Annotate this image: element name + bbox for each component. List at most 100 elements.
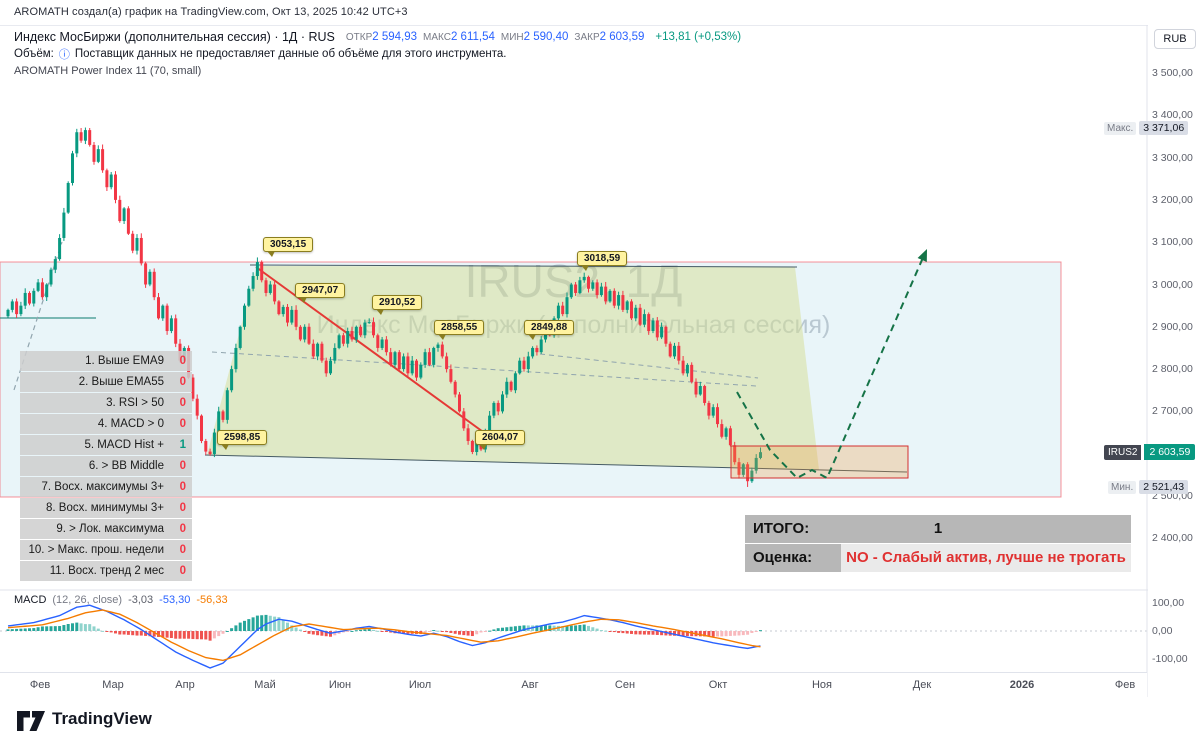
rating-value: NO - Слабый актив, лучше не трогать <box>841 544 1131 572</box>
ohlc-value: 2 594,93 <box>372 31 418 43</box>
checklist-label: 7. Восх. максимумы 3+ <box>41 481 164 493</box>
footer: TradingView <box>0 697 1200 747</box>
price-callout[interactable]: 2849,88 <box>524 320 575 340</box>
ohlc-readout: ОТКР 2 594,93 МАКС 2 611,54 МИН 2 590,40 ЗАКР 2… <box>340 31 645 43</box>
price-callout[interactable]: 3018,59 <box>577 251 628 271</box>
checklist-row: 11. Восх. тренд 2 мес 0 <box>20 561 192 581</box>
symbol-row[interactable]: Индекс МосБиржи (дополнительная сессия) … <box>14 29 741 45</box>
checklist-label: 11. Восх. тренд 2 мес <box>49 565 164 577</box>
price-tick: 3 500,00 <box>1152 67 1193 79</box>
checklist-value: 0 <box>179 565 186 577</box>
total-label: ИТОГО: <box>753 520 810 537</box>
price-callout[interactable]: 2604,07 <box>475 430 526 450</box>
checklist-label: 9. > Лок. максимума <box>56 523 164 535</box>
checklist-row: 3. RSI > 50 0 <box>20 393 192 413</box>
summary-table: ИТОГО: 1 Оценка: NO - Слабый актив, лучш… <box>745 515 1131 572</box>
price-tick: 3 400,00 <box>1152 109 1193 122</box>
symbol-legend: Индекс МосБиржи (дополнительная сессия) … <box>14 29 741 80</box>
month-label: Фев <box>1114 679 1136 691</box>
price-tick: 2 400,00 <box>1152 532 1193 545</box>
price-callout[interactable]: 2947,07 <box>295 283 346 303</box>
ohlc-value: 2 611,54 <box>450 31 495 43</box>
checklist-row: 2. Выше EMA55 0 <box>20 372 192 392</box>
price-callout[interactable]: 2598,85 <box>217 430 268 450</box>
ohlc-label: ЗАКР <box>574 31 600 43</box>
currency-button[interactable]: RUB <box>1154 29 1196 49</box>
macd-params: (12, 26, close) <box>52 594 123 606</box>
macd-legend[interactable]: MACD (12, 26, close) -3,03 -53,30 -56,33 <box>14 594 228 606</box>
month-label: Мар <box>102 679 124 691</box>
macd-line-value: -53,30 <box>159 594 191 606</box>
month-label: Июл <box>408 679 432 691</box>
macd-tick: -100,00 <box>1152 653 1188 665</box>
tradingview-logo-icon[interactable] <box>16 706 46 736</box>
checklist-value: 0 <box>179 397 186 409</box>
checklist-row: 8. Восх. минимумы 3+ 0 <box>20 498 192 518</box>
macd-title: MACD <box>14 594 47 606</box>
checklist-label: 2. Выше EMA55 <box>78 376 164 388</box>
symbol-badge: IRUS2 <box>1104 444 1142 460</box>
month-label: Апр <box>175 679 195 691</box>
indicator-row[interactable]: AROMATH Power Index 11 (70, small) <box>14 63 741 79</box>
volume-note: Поставщик данных не предоставляет данные… <box>74 48 507 60</box>
price-tick: 2 800,00 <box>1152 363 1193 376</box>
checklist-row: 6. > BB Middle 0 <box>20 456 192 476</box>
price-tick: 3 100,00 <box>1152 236 1193 249</box>
checklist-value: 0 <box>179 418 186 430</box>
time-axis[interactable]: Фев Мар Апр Май Июн Июл Авг Сен Окт Ноя Дек 2026 Фев <box>0 672 1147 698</box>
price-callout[interactable]: 3053,15 <box>263 237 314 257</box>
change-value: +13,81 (+0,53%) <box>655 31 742 43</box>
month-label: Май <box>254 679 276 691</box>
month-label: Дек <box>912 679 932 691</box>
high-price-badge: Макс. 3 371,06 <box>1104 121 1189 135</box>
price-callout[interactable]: 2910,52 <box>372 295 423 315</box>
checklist-row: 5. MACD Hist + 1 <box>20 435 192 455</box>
checklist-label: 5. MACD Hist + <box>84 439 164 451</box>
macd-signal-value: -56,33 <box>196 594 228 606</box>
checklist-value: 0 <box>179 481 186 493</box>
symbol-title[interactable]: Индекс МосБиржи (дополнительная сессия) … <box>14 30 335 44</box>
month-label: Фев <box>29 679 51 691</box>
month-label: 2026 <box>1009 679 1035 691</box>
checklist-value: 0 <box>179 502 186 514</box>
checklist-label: 1. Выше EMA9 <box>85 355 164 367</box>
checklist-value: 0 <box>179 355 186 367</box>
ohlc-value: 2 590,40 <box>523 31 569 43</box>
ohlc-value: 2 603,59 <box>599 31 645 43</box>
rating-label: Оценка: <box>745 544 841 572</box>
info-icon: ⓘ <box>58 49 70 61</box>
price-callout[interactable]: 2858,55 <box>434 320 485 340</box>
price-tick: 3 300,00 <box>1152 151 1193 164</box>
month-label: Сен <box>614 679 636 691</box>
last-price-value: 2 603,59 <box>1144 444 1196 460</box>
ohlc-label: МАКС <box>423 31 451 43</box>
min-label: Мин. <box>1108 480 1137 494</box>
last-price-badge: IRUS2 2 603,59 <box>1104 444 1196 460</box>
checklist-label: 6. > BB Middle <box>88 460 164 472</box>
month-label: Ноя <box>811 679 833 691</box>
price-tick: 2 700,00 <box>1152 405 1193 418</box>
volume-label: Объём: <box>14 48 54 60</box>
checklist-row: 1. Выше EMA9 0 <box>20 351 192 371</box>
checklist-row: 10. > Макс. прош. недели 0 <box>20 540 192 560</box>
total-row: ИТОГО: 1 <box>745 515 1131 543</box>
attribution-text: AROMATH создал(а) график на TradingView.… <box>14 6 408 18</box>
high-value: 3 371,06 <box>1139 121 1189 135</box>
macd-tick: 0,00 <box>1152 625 1173 637</box>
checklist-value: 1 <box>179 439 186 451</box>
checklist-row: 7. Восх. максимумы 3+ 0 <box>20 477 192 497</box>
price-tick: 3 200,00 <box>1152 193 1193 206</box>
tradingview-brand[interactable]: TradingView <box>52 709 152 728</box>
checklist-row: 4. MACD > 0 0 <box>20 414 192 434</box>
ohlc-label: ОТКР <box>345 31 373 43</box>
ohlc-label: МИН <box>500 31 524 43</box>
checklist-label: 10. > Макс. прош. недели <box>28 544 164 556</box>
volume-row[interactable]: Объём: ⓘ Поставщик данных не предоставля… <box>14 46 741 62</box>
month-label: Окт <box>708 679 728 691</box>
checklist-value: 0 <box>179 523 186 535</box>
checklist-value: 0 <box>179 460 186 472</box>
total-value: 1 <box>933 520 943 537</box>
min-price-badge: Мин. 2 521,43 <box>1108 480 1189 494</box>
